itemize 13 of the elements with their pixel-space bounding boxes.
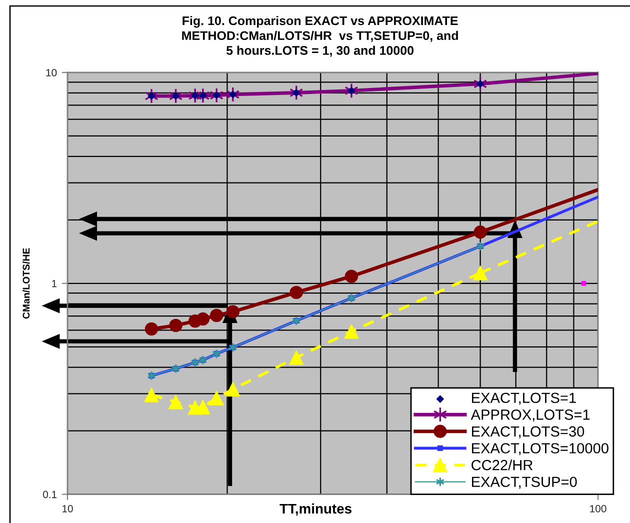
y-tick-label: 1 bbox=[52, 280, 57, 288]
legend-label: EXACT,TSUP=0 bbox=[472, 476, 577, 489]
y-axis-title: CMan/LOTS/HE bbox=[22, 248, 30, 319]
legend-label: EXACT,LOTS=1 bbox=[472, 392, 576, 405]
legend-label: EXACT,LOTS=30 bbox=[472, 426, 584, 438]
chart-title: Fig. 10. Comparison EXACT vs APPROXIMATE METHOD:CMan/LOTS/HR vs TT,SETUP=0, and 5 hours.LOTS = 1, 30 and 10000 bbox=[182, 16, 458, 57]
legend-label: APPROX,LOTS=1 bbox=[470, 410, 590, 422]
y-tick-label: 10 bbox=[46, 69, 57, 76]
y-tick-label: 0.1 bbox=[43, 490, 57, 498]
x-axis-title: TT,minutes bbox=[280, 503, 352, 516]
legend-label: CC22/HR bbox=[472, 460, 533, 470]
legend-label: EXACT,LOTS=10000 bbox=[472, 443, 608, 456]
x-tick-label: 100 bbox=[590, 504, 606, 512]
